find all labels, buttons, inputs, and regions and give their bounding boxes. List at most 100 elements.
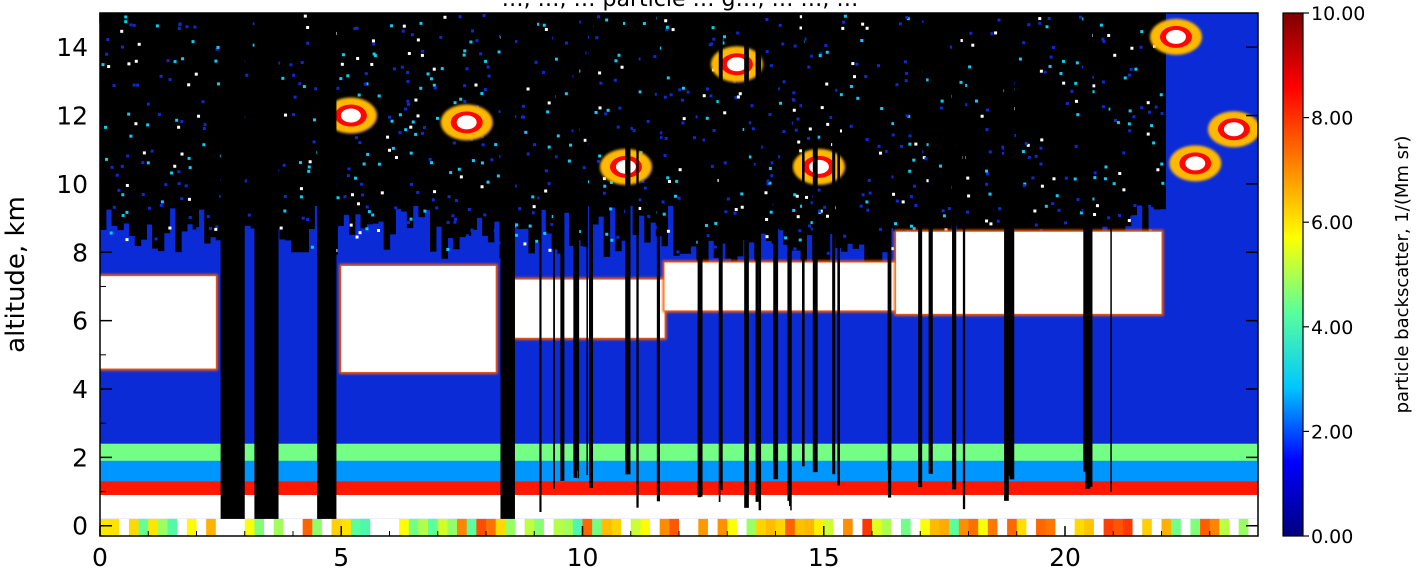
noise-speck — [380, 191, 384, 195]
noise-speck — [664, 19, 668, 23]
noise-speck — [407, 102, 411, 106]
noise-speck — [416, 38, 420, 42]
surface-noise-cell — [910, 518, 921, 536]
noise-speck — [905, 71, 909, 75]
noise-speck — [922, 156, 926, 160]
noise-speck — [1113, 118, 1117, 122]
noise-speck — [1148, 204, 1152, 208]
noise-speck — [127, 112, 131, 116]
surface-noise-cell — [1209, 518, 1220, 536]
noise-speck — [454, 199, 458, 203]
noise-speck — [127, 238, 131, 242]
noise-speck — [402, 24, 406, 28]
noise-speck — [349, 223, 353, 227]
noise-speck — [312, 140, 316, 144]
noise-speck — [891, 133, 895, 137]
noise-column — [296, 13, 304, 253]
noise-column — [1101, 13, 1109, 227]
surface-noise-cell — [447, 518, 458, 536]
noise-speck — [663, 95, 667, 99]
surface-noise-cell — [659, 518, 670, 536]
noise-speck — [1101, 80, 1105, 84]
noise-column — [615, 13, 622, 252]
noise-speck — [345, 228, 349, 232]
noise-speck — [632, 129, 636, 133]
noise-speck — [136, 83, 140, 87]
noise-speck — [146, 161, 150, 165]
noise-speck — [1079, 211, 1083, 215]
noise-speck — [861, 22, 865, 26]
noise-speck — [528, 224, 532, 228]
noise-speck — [281, 76, 285, 80]
noise-speck — [433, 86, 437, 90]
noise-speck — [1074, 81, 1078, 85]
noise-speck — [724, 210, 728, 214]
cloud-body — [896, 231, 1162, 314]
noise-speck — [214, 59, 218, 63]
noise-column — [383, 13, 391, 250]
noise-speck — [1059, 71, 1063, 75]
noise-speck — [429, 161, 433, 165]
thin-gap — [755, 13, 759, 502]
noise-column — [545, 13, 553, 234]
noise-speck — [940, 99, 944, 103]
noise-speck — [880, 107, 884, 111]
noise-speck — [677, 196, 681, 200]
noise-speck — [1107, 33, 1111, 37]
noise-column — [592, 13, 599, 225]
noise-speck — [964, 103, 968, 107]
surface-noise-cell — [1132, 518, 1143, 536]
noise-column — [922, 13, 929, 239]
surface-noise-cell — [794, 518, 805, 536]
noise-speck — [104, 125, 108, 129]
noise-speck — [493, 229, 497, 233]
noise-speck — [390, 119, 394, 123]
noise-speck — [370, 62, 374, 66]
noise-speck — [861, 193, 865, 197]
noise-speck — [613, 78, 617, 82]
noise-speck — [1093, 213, 1097, 217]
noise-speck — [1099, 23, 1103, 27]
noise-speck — [188, 166, 192, 170]
noise-speck — [721, 41, 725, 45]
noise-speck — [141, 161, 145, 165]
noise-speck — [104, 157, 108, 161]
noise-speck — [895, 83, 899, 87]
noise-speck — [521, 104, 525, 108]
noise-speck — [490, 158, 494, 162]
noise-column — [1153, 13, 1161, 210]
noise-speck — [602, 191, 606, 195]
surface-noise-cell — [669, 518, 680, 536]
noise-speck — [1154, 105, 1158, 109]
noise-speck — [750, 104, 754, 108]
surface-noise-cell — [138, 518, 149, 536]
noise-speck — [292, 73, 296, 77]
surface-noise-cell — [186, 518, 197, 536]
noise-speck — [596, 159, 600, 163]
noise-speck — [126, 154, 130, 158]
noise-speck — [843, 14, 847, 18]
noise-column — [870, 13, 877, 272]
noise-speck — [817, 135, 821, 139]
noise-speck — [751, 127, 755, 131]
noise-speck — [498, 241, 502, 245]
noise-speck — [695, 115, 699, 119]
cirrus-core — [726, 57, 747, 72]
surface-noise-cell — [476, 518, 487, 536]
colorbar-tick-label: 6.00 — [1311, 212, 1353, 234]
noise-speck — [1076, 113, 1080, 117]
noise-speck — [734, 96, 738, 100]
noise-column — [186, 13, 194, 225]
noise-speck — [643, 186, 647, 190]
noise-speck — [1161, 181, 1165, 185]
noise-speck — [867, 178, 871, 182]
noise-column — [644, 13, 651, 243]
noise-speck — [817, 209, 821, 213]
surface-noise-cell — [293, 518, 304, 536]
noise-speck — [463, 84, 467, 88]
surface-noise-cell — [717, 518, 728, 536]
noise-speck — [357, 202, 361, 206]
noise-speck — [706, 234, 710, 238]
noise-speck — [208, 226, 212, 230]
noise-speck — [120, 29, 124, 33]
